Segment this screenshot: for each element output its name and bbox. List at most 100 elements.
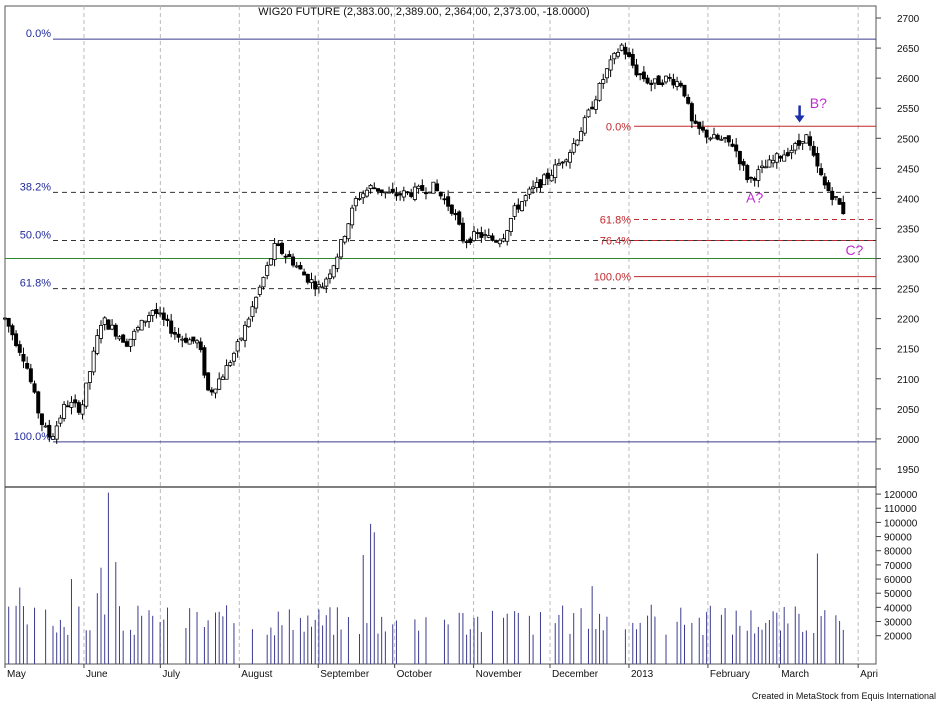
candle-body <box>335 256 340 269</box>
fib-small-label: 76.4% <box>600 235 631 247</box>
fibonacci-layer: 0.0% 38.2% 50.0% 61.8% 100.0% 0.0% 61.8% 76.4% 1… <box>5 28 876 443</box>
candle-body <box>394 193 399 197</box>
candle-body <box>416 185 421 190</box>
candle-body <box>353 198 358 207</box>
candle-body <box>87 371 92 383</box>
candle-body <box>368 185 373 189</box>
x-tick-label: August <box>241 669 272 680</box>
candle-body <box>224 365 229 380</box>
candle-body <box>401 190 406 198</box>
candle-body <box>471 231 476 241</box>
candle-body <box>427 191 432 194</box>
candle-body <box>833 196 838 198</box>
x-tick-label: June <box>86 669 108 680</box>
candle-body <box>682 84 687 97</box>
candle-body <box>84 382 89 407</box>
candle-body <box>490 235 495 241</box>
candle-body <box>586 109 591 118</box>
candle-body <box>715 134 720 140</box>
candle-body <box>837 198 842 205</box>
candle-body <box>689 103 694 122</box>
candle-body <box>36 391 41 414</box>
candle-body <box>327 273 332 279</box>
candle-body <box>457 211 462 225</box>
candle-body <box>28 368 33 383</box>
price-tick-label: 2450 <box>897 164 920 175</box>
candle-body <box>700 127 705 131</box>
candle-body <box>800 141 805 144</box>
candle-body <box>638 73 643 76</box>
candle-body <box>819 168 824 176</box>
candle-body <box>198 341 203 351</box>
candle-body <box>708 137 713 140</box>
fib-small-label: 100.0% <box>594 272 632 284</box>
candle-body <box>582 117 587 134</box>
candle-body <box>172 332 177 335</box>
candle-body <box>239 337 244 341</box>
candle-body <box>313 281 318 290</box>
price-tick-label: 2400 <box>897 194 920 205</box>
candle-body <box>597 83 602 101</box>
candle-body <box>62 403 67 419</box>
volume-tick-label: 70000 <box>884 561 912 572</box>
fib-small-label: 61.8% <box>600 214 631 226</box>
candle-body <box>47 424 52 438</box>
candle-body <box>737 150 742 165</box>
candle-body <box>793 143 798 151</box>
candle-body <box>357 197 362 200</box>
candle-body <box>719 138 724 141</box>
volume-tick-label: 120000 <box>884 490 918 501</box>
candle-body <box>446 196 451 207</box>
candle-body <box>748 176 753 179</box>
volume-tick-label: 100000 <box>884 518 918 529</box>
candle-body <box>257 286 262 295</box>
candle-body <box>213 388 218 394</box>
candle-body <box>187 339 192 345</box>
candle-body <box>220 376 225 380</box>
candle-body <box>102 317 107 325</box>
candle-body <box>652 78 657 84</box>
candle-body <box>435 183 440 192</box>
candle-body <box>660 82 665 86</box>
candle-body <box>10 325 15 336</box>
candle-body <box>549 174 554 182</box>
candle-body <box>73 399 78 404</box>
candle-body <box>387 191 392 194</box>
candle-body <box>785 152 790 156</box>
candle-body <box>76 402 81 413</box>
candle-body <box>324 278 329 287</box>
volume-tick-label: 80000 <box>884 547 912 558</box>
candle-body <box>483 234 488 237</box>
candle-body <box>619 44 624 51</box>
candle-body <box>228 362 233 366</box>
price-tick-label: 2500 <box>897 134 920 145</box>
candle-body <box>54 425 59 440</box>
candle-body <box>283 255 288 258</box>
candle-body <box>412 186 417 200</box>
volume-panel-frame <box>4 486 877 665</box>
candle-body <box>531 186 536 190</box>
candle-body <box>464 241 469 244</box>
candle-body <box>796 140 801 146</box>
price-tick-label: 2050 <box>897 405 920 416</box>
candle-body <box>527 188 532 195</box>
candle-body <box>276 243 281 247</box>
candle-body <box>704 129 709 138</box>
candle-body <box>375 188 380 192</box>
candle-body <box>538 179 543 188</box>
candle-body <box>254 296 259 309</box>
annotation-layer: B? A? C? <box>746 95 863 258</box>
candle-body <box>438 191 443 197</box>
arrow-head <box>794 115 805 123</box>
candle-body <box>379 189 384 193</box>
candle-body <box>623 46 628 55</box>
candle-body <box>556 163 561 166</box>
fib-label: 50.0% <box>20 229 51 241</box>
candle-body <box>774 153 779 163</box>
candle-body <box>243 324 248 341</box>
candle-body <box>231 352 236 362</box>
candle-body <box>686 96 691 104</box>
candle-body <box>575 139 580 146</box>
candle-body <box>723 137 728 140</box>
